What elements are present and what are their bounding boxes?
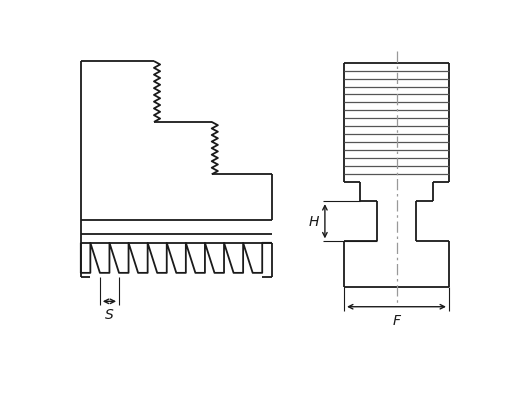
Text: S: S — [105, 308, 114, 322]
Text: F: F — [392, 313, 401, 327]
Text: H: H — [308, 215, 319, 229]
